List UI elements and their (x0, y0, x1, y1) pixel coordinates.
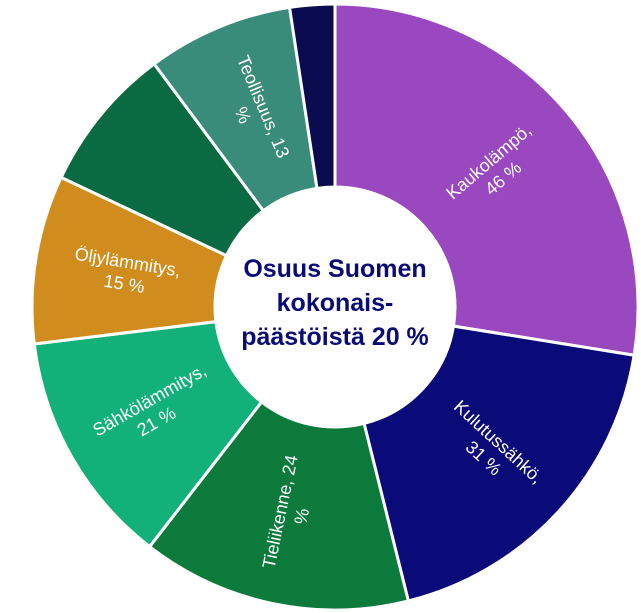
slice (147, 399, 411, 612)
slice (32, 319, 264, 549)
slice (362, 324, 636, 603)
center-line: päästöistä 20 % (241, 323, 429, 351)
center-label: Osuus Suomen kokonais-päästöistä 20 % (205, 252, 465, 354)
center-line: kokonais- (276, 289, 394, 317)
slice (287, 2, 337, 191)
center-line: Osuus Suomen (243, 255, 427, 283)
slice (333, 2, 640, 357)
